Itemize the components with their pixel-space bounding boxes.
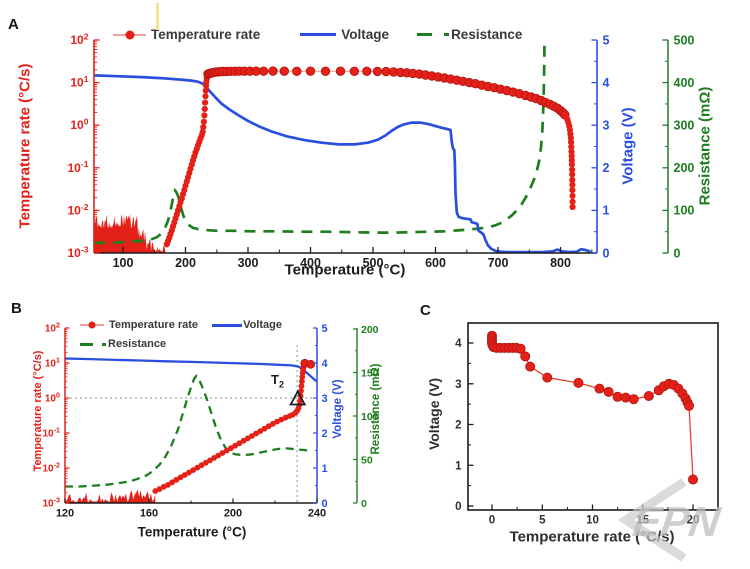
svg-text:700: 700 bbox=[488, 256, 509, 270]
dashed-line-glyph bbox=[80, 342, 106, 346]
panel-a-label: A bbox=[8, 16, 19, 33]
svg-text:200: 200 bbox=[361, 324, 379, 336]
svg-text:0: 0 bbox=[361, 498, 367, 510]
svg-text:200: 200 bbox=[674, 161, 695, 175]
marker-line-glyph bbox=[80, 321, 104, 329]
legend-label: Temperature rate bbox=[151, 27, 261, 42]
svg-text:400: 400 bbox=[674, 76, 695, 90]
legend-label: Voltage bbox=[243, 319, 282, 331]
svg-text:240: 240 bbox=[308, 508, 326, 520]
svg-text:100: 100 bbox=[70, 117, 88, 133]
legend-label: Temperature rate bbox=[109, 319, 199, 331]
panel-b-voltage-axis-label: Voltage (V) bbox=[332, 379, 344, 439]
svg-text:600: 600 bbox=[425, 256, 446, 270]
svg-text:300: 300 bbox=[674, 119, 695, 133]
svg-text:15: 15 bbox=[636, 515, 649, 527]
panel-a-y-axis-label: Temperature rate (°C/s) bbox=[16, 63, 34, 229]
svg-text:10-3: 10-3 bbox=[42, 496, 60, 510]
svg-text:0: 0 bbox=[674, 246, 681, 260]
panel-b-x-axis-label: Temperature (°C) bbox=[137, 524, 247, 540]
svg-text:160: 160 bbox=[140, 508, 158, 520]
panel-c-plot: 0 5 10 15 20 0 1 2 3 4 bbox=[455, 322, 719, 527]
solid-line-glyph bbox=[212, 323, 243, 327]
svg-text:4: 4 bbox=[455, 338, 462, 350]
svg-text:3: 3 bbox=[603, 119, 610, 133]
svg-text:400: 400 bbox=[300, 256, 321, 270]
svg-text:0: 0 bbox=[455, 501, 461, 513]
svg-text:500: 500 bbox=[363, 256, 384, 270]
marker-line-glyph bbox=[113, 30, 146, 39]
panel-a-x-axis-label: Temperature (°C) bbox=[284, 261, 406, 279]
legend-label: Resistance bbox=[451, 27, 523, 42]
panel-a-voltage-axis-label: Voltage (V) bbox=[619, 107, 637, 185]
panel-c-x-axis-label: Temperature rate (°C/s) bbox=[509, 528, 675, 546]
svg-text:200: 200 bbox=[224, 508, 242, 520]
svg-text:2: 2 bbox=[455, 420, 461, 432]
panel-a-legend: Temperature rate Voltage Resistance bbox=[113, 27, 522, 42]
svg-text:4: 4 bbox=[603, 76, 610, 90]
panel-c-y-axis-label: Voltage (V) bbox=[426, 377, 442, 451]
svg-text:100: 100 bbox=[361, 411, 379, 423]
svg-text:2: 2 bbox=[603, 161, 610, 175]
svg-text:102: 102 bbox=[70, 31, 88, 47]
svg-text:800: 800 bbox=[550, 256, 571, 270]
svg-text:5: 5 bbox=[539, 515, 546, 527]
marker-dot-icon bbox=[125, 30, 134, 39]
svg-text:0: 0 bbox=[322, 498, 328, 510]
svg-text:150: 150 bbox=[361, 367, 379, 379]
svg-text:500: 500 bbox=[674, 33, 695, 47]
legend-label: Voltage bbox=[341, 27, 390, 42]
panel-b-resistance-axis-label: Resistance (mΩ) bbox=[370, 363, 382, 455]
panel-c-label: C bbox=[420, 302, 431, 319]
panel-b-legend: Temperature rate Voltage Resistance bbox=[80, 319, 282, 350]
dashed-line-glyph bbox=[417, 32, 450, 37]
svg-text:101: 101 bbox=[45, 356, 60, 370]
svg-text:10: 10 bbox=[586, 515, 599, 527]
panel-a-resistance-axis-label: Resistance (mΩ) bbox=[696, 86, 714, 206]
svg-text:10-2: 10-2 bbox=[67, 202, 88, 218]
svg-text:300: 300 bbox=[238, 256, 259, 270]
svg-text:10-1: 10-1 bbox=[67, 159, 88, 175]
svg-text:102: 102 bbox=[45, 321, 60, 335]
svg-text:1: 1 bbox=[455, 460, 462, 472]
legend-item-voltage: Voltage bbox=[212, 319, 282, 331]
legend-item-temperature-rate: Temperature rate bbox=[80, 319, 198, 331]
svg-text:101: 101 bbox=[70, 74, 88, 90]
t2-annotation: T2 bbox=[271, 372, 284, 390]
svg-text:100: 100 bbox=[45, 391, 60, 405]
svg-text:10-1: 10-1 bbox=[42, 426, 60, 440]
svg-text:0: 0 bbox=[603, 246, 610, 260]
svg-text:5: 5 bbox=[603, 33, 610, 47]
legend-item-resistance: Resistance bbox=[417, 27, 522, 42]
svg-text:1: 1 bbox=[603, 204, 610, 218]
panel-b-label: B bbox=[11, 300, 22, 317]
svg-text:1: 1 bbox=[322, 463, 328, 475]
marker-dot-icon bbox=[88, 321, 96, 329]
svg-text:20: 20 bbox=[687, 515, 700, 527]
svg-text:2: 2 bbox=[322, 428, 328, 440]
svg-text:50: 50 bbox=[361, 454, 373, 466]
svg-text:100: 100 bbox=[674, 204, 695, 218]
svg-text:100: 100 bbox=[113, 256, 134, 270]
svg-text:200: 200 bbox=[175, 256, 196, 270]
panel-b-y-axis-label: Temperature rate (°C/s) bbox=[32, 350, 44, 472]
svg-text:120: 120 bbox=[56, 508, 74, 520]
panel-a-plot: 100 200 300 400 500 600 700 80010210110010-110-… bbox=[67, 31, 694, 270]
scan-artifact bbox=[156, 3, 159, 30]
legend-item-voltage: Voltage bbox=[300, 27, 389, 42]
svg-text:4: 4 bbox=[322, 358, 329, 370]
svg-text:5: 5 bbox=[322, 323, 328, 335]
svg-text:3: 3 bbox=[455, 379, 461, 391]
legend-item-resistance: Resistance bbox=[80, 338, 166, 350]
svg-text:10-2: 10-2 bbox=[42, 461, 60, 475]
legend-item-temperature-rate: Temperature rate bbox=[113, 27, 260, 42]
svg-text:3: 3 bbox=[322, 393, 328, 405]
svg-text:0: 0 bbox=[489, 515, 495, 527]
solid-line-glyph bbox=[300, 32, 337, 37]
legend-label: Resistance bbox=[108, 338, 167, 350]
svg-text:10-3: 10-3 bbox=[67, 244, 88, 260]
